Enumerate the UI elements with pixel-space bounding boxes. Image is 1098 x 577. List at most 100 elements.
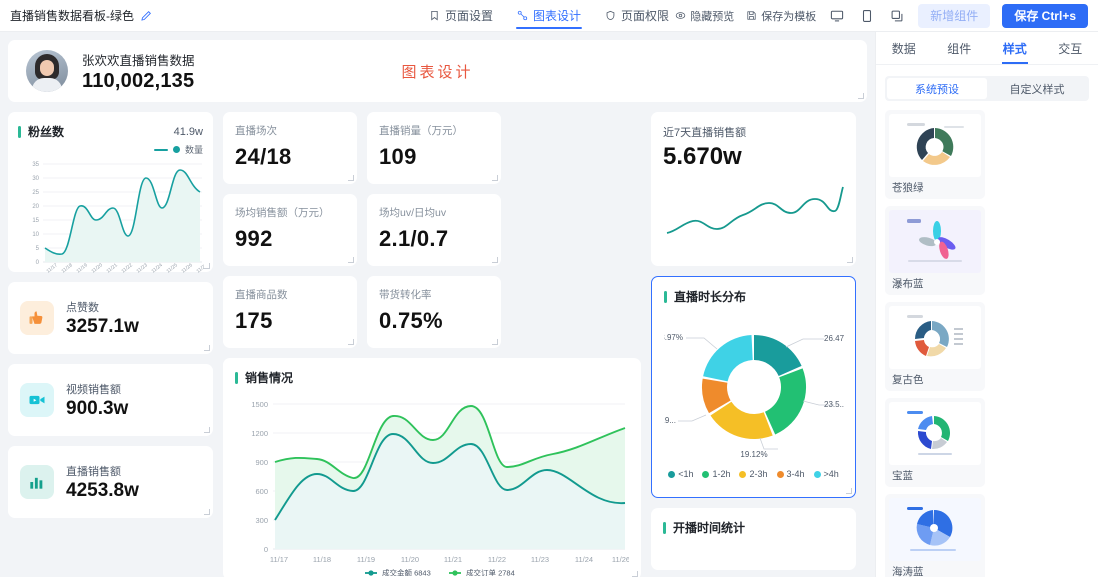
metric-card-likes[interactable]: 点赞数 3257.1w: [8, 282, 213, 354]
canvas-right-column: 近7天直播销售额 5.670w 直播时长分布: [651, 112, 856, 570]
panel-tab-component[interactable]: 组件: [947, 41, 972, 56]
stat-tile-sales-volume[interactable]: 直播销量（万元） 109: [367, 112, 501, 184]
last7days-sparkline: [666, 186, 844, 234]
design-canvas[interactable]: 张欢欢直播销售数据 110,002,135 图表设计 粉丝数 41.9w: [0, 32, 875, 577]
svg-text:30: 30: [32, 176, 39, 182]
profile-banner[interactable]: 张欢欢直播销售数据 110,002,135 图表设计: [8, 40, 867, 102]
stat-label: 直播销量（万元）: [379, 125, 463, 137]
metric-value: 900.3w: [66, 397, 129, 419]
svg-text:11/19: 11/19: [357, 555, 375, 564]
hide-preview-action[interactable]: 隐藏预览: [675, 8, 734, 24]
svg-text:1500: 1500: [251, 400, 268, 409]
tab-chart-design[interactable]: 图表设计: [515, 0, 583, 32]
svg-text:20: 20: [32, 204, 39, 210]
svg-text:1200: 1200: [251, 429, 268, 438]
title-bar-marker: [18, 125, 21, 138]
app-body: 张欢欢直播销售数据 110,002,135 图表设计 粉丝数 41.9w: [0, 32, 1098, 577]
chart-design-icon: [517, 10, 528, 21]
metric-card-live-sales[interactable]: 直播销售额 4253.8w: [8, 446, 213, 518]
stat-label: 直播场次: [235, 125, 277, 137]
save-as-template-action[interactable]: 保存为模板: [746, 8, 816, 24]
copy-icon[interactable]: [888, 7, 906, 25]
stat-value: 175: [235, 308, 273, 333]
svg-text:11/21: 11/21: [106, 262, 119, 274]
segment-custom-style[interactable]: 自定义样式: [1009, 83, 1065, 96]
panel-tab-data[interactable]: 数据: [891, 41, 916, 56]
stat-tile-conversion[interactable]: 带货转化率 0.75%: [367, 276, 501, 348]
profile-name: 张欢欢直播销售数据: [82, 53, 195, 68]
theme-card-0[interactable]: 苍狼绿: [885, 110, 985, 199]
theme-thumbnail: [889, 210, 981, 273]
svg-text:成交订单 2784: 成交订单 2784: [466, 568, 515, 577]
stat-label: 场均销售额（万元）: [235, 207, 330, 219]
bar-chart-icon-wrap: [20, 465, 54, 499]
svg-text:11/23: 11/23: [136, 262, 149, 274]
sales-situation-label: 销售情况: [245, 371, 294, 385]
theme-preset-list[interactable]: 苍狼绿 瀑布蓝: [876, 101, 1098, 577]
video-icon-wrap: [20, 383, 54, 417]
svg-text:15: 15: [32, 218, 39, 224]
live-duration-distribution-card[interactable]: 直播时长分布: [651, 276, 856, 498]
tab-page-permission[interactable]: 页面权限: [604, 0, 670, 32]
start-time-stats-label: 开播时间统计: [673, 521, 746, 535]
stat-tile-uv[interactable]: 场均uv/日均uv 2.1/0.7: [367, 194, 501, 266]
panel-tabs: 数据 组件 样式 交互: [876, 32, 1098, 65]
svg-text:11/23: 11/23: [531, 555, 549, 564]
panel-tab-style[interactable]: 样式: [987, 32, 1043, 64]
sales-situation-card[interactable]: 销售情况 1500 1200: [223, 358, 641, 577]
stat-value: 992: [235, 226, 273, 251]
stat-tile-avg-sales[interactable]: 场均销售额（万元） 992: [223, 194, 357, 266]
donut-card-title: 直播时长分布: [664, 288, 843, 305]
theme-card-2[interactable]: 复古色: [885, 302, 985, 391]
profile-number: 110,002,135: [82, 69, 195, 92]
svg-text:25: 25: [32, 190, 39, 196]
donut-title-label: 直播时长分布: [674, 290, 747, 304]
svg-text:11/26: 11/26: [612, 555, 629, 564]
svg-text:23.5...: 23.5...: [824, 400, 844, 409]
last7days-sales-card[interactable]: 近7天直播销售额 5.670w: [651, 112, 856, 266]
metric-card-video-sales[interactable]: 视频销售额 900.3w: [8, 364, 213, 436]
monitor-icon[interactable]: [828, 7, 846, 25]
fans-value: 41.9w: [173, 125, 203, 138]
left-column: 粉丝数 41.9w 数量: [8, 112, 213, 528]
stat-label: 场均uv/日均uv: [379, 207, 447, 219]
svg-text:11/27: 11/27: [196, 262, 204, 274]
tab-chart-design-label: 图表设计: [532, 9, 582, 23]
video-icon: [29, 395, 45, 405]
add-widget-button[interactable]: 新增组件: [918, 3, 991, 28]
segment-system-preset[interactable]: 系统预设: [887, 78, 987, 99]
fans-chart-card[interactable]: 粉丝数 41.9w 数量: [8, 112, 213, 274]
donut-legend: <1h 1-2h 2-3h 3-4h >4h: [664, 469, 843, 479]
start-time-stats-card[interactable]: 开播时间统计: [651, 508, 856, 570]
canvas-center-title: 图表设计: [401, 63, 474, 81]
save-button[interactable]: 保存 Ctrl+s: [1002, 3, 1088, 28]
legend-item: <1h: [668, 469, 693, 479]
svg-text:11/22: 11/22: [488, 555, 506, 564]
thumbs-up-icon: [29, 311, 43, 324]
svg-text:11/19: 11/19: [76, 262, 89, 274]
legend-item: 1-2h: [702, 469, 730, 479]
stat-tile-product-count[interactable]: 直播商品数 175: [223, 276, 357, 348]
svg-text:300: 300: [255, 516, 268, 525]
tablet-icon[interactable]: [858, 7, 876, 25]
theme-card-1[interactable]: 瀑布蓝: [885, 206, 985, 295]
hide-preview-label: 隐藏预览: [690, 10, 735, 23]
theme-card-4[interactable]: 海涛蓝: [885, 494, 985, 577]
theme-card-3[interactable]: 宝蓝: [885, 398, 985, 487]
theme-name: 宝蓝: [892, 470, 913, 482]
theme-thumbnail: [889, 498, 981, 561]
tab-page-settings-label: 页面设置: [444, 9, 493, 23]
svg-text:11/18: 11/18: [61, 262, 74, 274]
stat-tile-sessions[interactable]: 直播场次 24/18: [223, 112, 357, 184]
svg-text:成交金额 6843: 成交金额 6843: [382, 568, 431, 577]
tab-page-permission-label: 页面权限: [621, 9, 670, 23]
pencil-icon[interactable]: [140, 10, 152, 22]
metric-label: 点赞数: [66, 301, 99, 314]
fans-title-label: 粉丝数: [28, 125, 65, 139]
tab-page-settings[interactable]: 页面设置: [428, 0, 494, 32]
title-bar-marker: [663, 521, 666, 534]
panel-tab-interaction[interactable]: 交互: [1058, 41, 1083, 56]
metric-label: 直播销售额: [66, 465, 121, 478]
svg-text:900: 900: [255, 458, 268, 467]
theme-name: 瀑布蓝: [892, 278, 924, 290]
